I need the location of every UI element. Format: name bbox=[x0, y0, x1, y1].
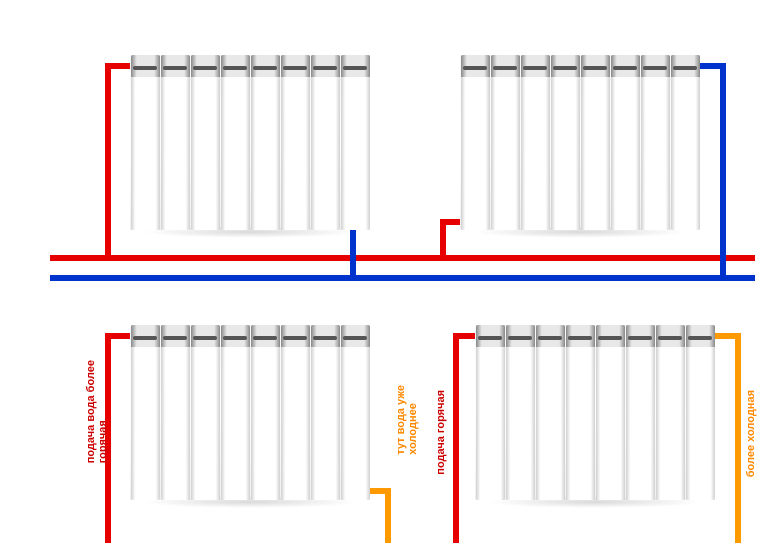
radiator-section bbox=[341, 55, 370, 230]
radiator-section bbox=[161, 325, 190, 500]
pipe bbox=[105, 63, 132, 69]
pipe bbox=[720, 63, 726, 278]
radiator bbox=[475, 325, 715, 500]
pipe bbox=[410, 275, 755, 281]
radiator-section bbox=[686, 325, 715, 500]
radiator-section bbox=[566, 325, 595, 500]
radiator bbox=[130, 55, 370, 230]
radiator-section bbox=[656, 325, 685, 500]
pipe-label: более холодная bbox=[745, 390, 757, 477]
radiator-section bbox=[131, 55, 160, 230]
radiator-section bbox=[311, 325, 340, 500]
pipe-label: подача вода болеегорячая bbox=[85, 360, 109, 463]
radiator-section bbox=[281, 325, 310, 500]
radiator-section bbox=[611, 55, 640, 230]
radiator-section bbox=[221, 325, 250, 500]
radiator-section bbox=[551, 55, 580, 230]
pipe bbox=[105, 63, 111, 258]
radiator-section bbox=[191, 55, 220, 230]
radiator-section bbox=[461, 55, 490, 230]
radiator-section bbox=[596, 325, 625, 500]
pipe bbox=[50, 275, 410, 281]
radiator bbox=[130, 325, 370, 500]
radiator-section bbox=[491, 55, 520, 230]
pipe bbox=[385, 488, 391, 543]
pipe bbox=[50, 255, 410, 261]
pipe bbox=[713, 333, 737, 339]
pipe bbox=[370, 488, 387, 494]
radiator-section bbox=[251, 55, 280, 230]
pipe bbox=[735, 333, 741, 543]
radiator-section bbox=[521, 55, 550, 230]
radiator-section bbox=[581, 55, 610, 230]
pipe bbox=[700, 63, 722, 69]
pipe-label: тут вода ужехолоднее bbox=[395, 385, 419, 455]
pipe bbox=[410, 255, 755, 261]
radiator-section bbox=[506, 325, 535, 500]
radiator-section bbox=[476, 325, 505, 500]
pipe-label: подача горячая bbox=[435, 390, 447, 475]
radiator-section bbox=[626, 325, 655, 500]
radiator bbox=[460, 55, 700, 230]
radiator-section bbox=[536, 325, 565, 500]
radiator-section bbox=[311, 55, 340, 230]
pipe bbox=[453, 333, 477, 339]
radiator-section bbox=[191, 325, 220, 500]
radiator-section bbox=[341, 325, 370, 500]
pipe bbox=[105, 333, 132, 339]
radiator-section bbox=[131, 325, 160, 500]
radiator-section bbox=[221, 55, 250, 230]
radiator-section bbox=[251, 325, 280, 500]
radiator-section bbox=[641, 55, 670, 230]
pipe bbox=[440, 219, 462, 225]
pipe bbox=[453, 333, 459, 543]
radiator-section bbox=[281, 55, 310, 230]
radiator-section bbox=[671, 55, 700, 230]
radiator-section bbox=[161, 55, 190, 230]
